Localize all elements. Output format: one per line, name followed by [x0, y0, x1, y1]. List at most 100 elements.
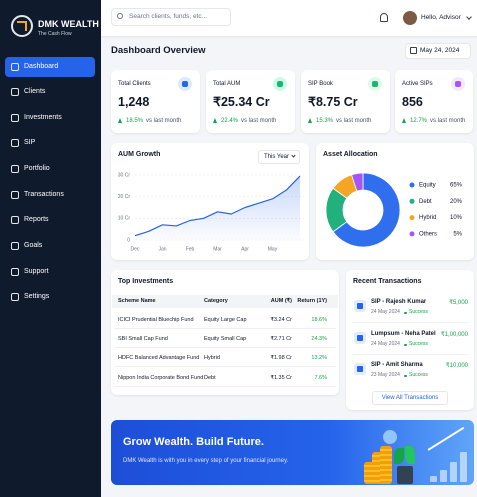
view-all-button[interactable]	[372, 391, 448, 405]
tx-title: SIP - Amit Sharma	[371, 362, 423, 368]
nav-active	[5, 57, 95, 77]
table-cell: ICICI Prudential Bluechip Fund	[118, 317, 194, 323]
table-cell: 13.2%	[311, 355, 327, 362]
kpi-arrow	[402, 118, 406, 123]
table-cell: Debt	[204, 374, 216, 381]
nav-item[interactable]: Investments	[24, 114, 62, 121]
sidebar	[0, 0, 101, 497]
tx-date: 24 May 2024	[371, 309, 400, 315]
table-cell: ₹2.71 Cr	[270, 336, 292, 343]
nav-item[interactable]: Transactions	[24, 191, 64, 198]
view-all-text[interactable]: View All Transactions	[381, 395, 439, 401]
table-cell: HDFC Balanced Advantage Fund	[118, 355, 200, 362]
bell-icon[interactable]	[380, 13, 388, 22]
tx-amount: ₹5,000	[449, 300, 468, 306]
tx-title: Lumpsum - Neha Patel	[371, 331, 436, 337]
table-cell: 18.6%	[311, 317, 327, 323]
kpi-change: 15.3%	[316, 118, 334, 124]
search-icon	[117, 13, 123, 19]
kpi-value: ₹25.34 Cr	[213, 95, 270, 109]
tx-status: Success	[409, 372, 428, 378]
row-divider	[352, 322, 468, 323]
tx-title: SIP - Rajesh Kumar	[371, 299, 427, 305]
banner	[111, 420, 474, 485]
table-cell: Nippon India Corporate Bond Fund	[118, 374, 204, 381]
nav-item[interactable]: Dashboard	[24, 63, 59, 70]
tx-status-dot	[404, 374, 407, 377]
nav-item[interactable]: SIP	[24, 139, 36, 146]
kpi-value: 856	[402, 95, 423, 109]
nav-item[interactable]: Goals	[24, 242, 43, 249]
nav-item[interactable]: Portfolio	[24, 165, 50, 172]
section-title: Recent Transactions	[353, 278, 422, 285]
kpi-icon-glyph	[455, 81, 461, 87]
nav-icon	[11, 88, 19, 96]
kpi-note: vs last month	[146, 118, 182, 124]
kpi-value: ₹8.75 Cr	[308, 95, 358, 109]
user-name[interactable]: Hello, Advisor	[421, 14, 461, 21]
brand-tagline: The Cash Flow	[38, 31, 72, 37]
nav-item[interactable]: Clients	[24, 88, 46, 95]
tx-date: 24 May 2024	[371, 341, 400, 347]
nav-icon	[11, 268, 19, 276]
avatar[interactable]	[403, 11, 417, 25]
table-header: AUM (₹)	[270, 298, 292, 304]
table-cell: ₹3.24 Cr	[270, 317, 292, 323]
tx-amount: ₹1,00,000	[440, 332, 468, 338]
tx-date: 23 May 2024	[371, 372, 400, 378]
period-dropdown[interactable]	[258, 150, 300, 164]
coin-stack	[380, 446, 392, 484]
table-header: Scheme Name	[118, 298, 156, 304]
nav-item[interactable]: Support	[24, 268, 49, 275]
row-divider	[114, 366, 336, 368]
growth-bar	[450, 462, 457, 482]
nav-icon	[11, 242, 19, 250]
kpi-note: vs last month	[336, 118, 372, 124]
calendar-icon	[410, 47, 417, 54]
kpi-icon-glyph	[372, 81, 378, 87]
date-text: May 24, 2024	[420, 47, 460, 54]
plant-leaf	[394, 448, 404, 464]
tx-icon-glyph	[357, 303, 363, 309]
kpi-change: 22.4%	[221, 118, 239, 124]
page-title: Dashboard Overview	[111, 45, 206, 56]
table-cell: Hybrid	[204, 355, 220, 362]
brand-name: DMK WEALTH	[38, 19, 99, 29]
growth-bar	[460, 452, 467, 482]
nav-icon	[11, 293, 19, 301]
search-box[interactable]	[111, 8, 231, 26]
tx-status: Success	[409, 341, 428, 347]
row-divider	[114, 328, 336, 329]
table-cell: SBI Small Cap Fund	[118, 336, 168, 343]
table-cell: 7.6%	[314, 374, 327, 381]
kpi-icon-glyph	[182, 81, 188, 87]
period-text: This Year	[264, 154, 290, 160]
coin-icon	[383, 430, 397, 444]
kpi-icon-glyph	[277, 81, 283, 87]
section-title: Top Investments	[118, 278, 174, 285]
nav-icon	[11, 114, 19, 122]
table-header-bg	[112, 295, 338, 308]
table-cell: 24.3%	[311, 336, 327, 343]
tx-amount: ₹10,000	[445, 363, 468, 369]
kpi-note: vs last month	[430, 118, 466, 124]
nav-item[interactable]: Reports	[24, 216, 49, 223]
nav-icon	[11, 216, 19, 224]
kpi-label: Total Clients	[118, 81, 151, 87]
nav-icon	[11, 63, 19, 71]
logo-icon	[11, 15, 33, 37]
row-divider	[114, 385, 336, 387]
kpi-label: Total AUM	[213, 81, 241, 87]
plant-pot	[397, 466, 413, 484]
allocation-card	[316, 143, 474, 260]
kpi-label: SIP Book	[308, 81, 333, 87]
table-cell: ₹1.98 Cr	[270, 355, 292, 362]
kpi-change: 18.5%	[126, 118, 144, 124]
row-divider	[352, 354, 468, 355]
tx-status: Success	[409, 309, 428, 315]
date-button[interactable]	[405, 43, 471, 59]
kpi-arrow	[118, 118, 122, 123]
nav-item[interactable]: Settings	[24, 293, 50, 300]
nav-icon	[11, 165, 19, 173]
